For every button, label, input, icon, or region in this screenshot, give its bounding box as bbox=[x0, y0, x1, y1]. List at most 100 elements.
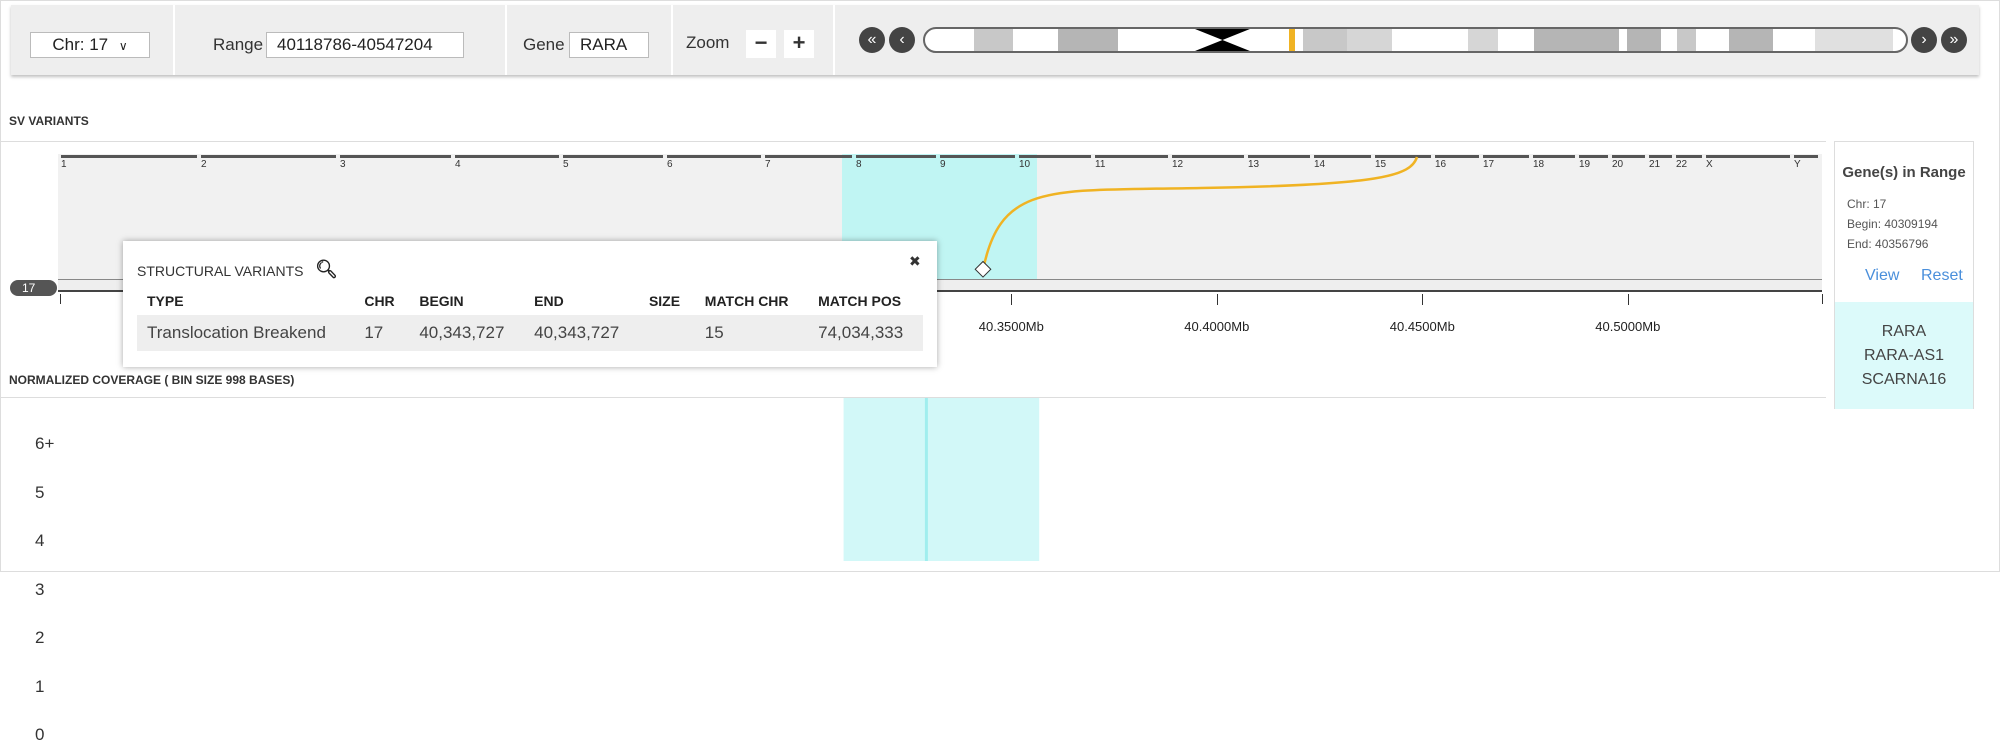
chromosome-segment[interactable] bbox=[201, 155, 336, 158]
chromosome-segment[interactable] bbox=[1794, 155, 1818, 158]
cell-type: Translocation Breakend bbox=[137, 315, 355, 351]
chromosome-segment[interactable] bbox=[340, 155, 451, 158]
y-tick-label: 4 bbox=[35, 531, 45, 550]
coverage-plot bbox=[843, 398, 1040, 561]
cell-match-chr: 15 bbox=[694, 315, 809, 351]
ruler-tick bbox=[1627, 294, 1629, 305]
reset-link[interactable]: Reset bbox=[1921, 267, 1963, 284]
cell-end: 40,343,727 bbox=[524, 315, 639, 351]
genes-in-range-panel: Gene(s) in Range Chr: 17 Begin: 40309194… bbox=[1834, 141, 1974, 409]
centromere bbox=[1194, 29, 1250, 51]
table-row[interactable]: Translocation Breakend 17 40,343,727 40,… bbox=[137, 315, 923, 351]
sv-table: TYPE CHR BEGIN END SIZE MATCH CHR MATCH … bbox=[137, 291, 923, 351]
gene-label: Gene bbox=[523, 35, 565, 54]
ruler-end-tick bbox=[1822, 294, 1823, 304]
col-size: SIZE bbox=[648, 293, 681, 309]
y-tick-label: 0 bbox=[35, 725, 45, 744]
translocation-link[interactable] bbox=[981, 156, 1419, 271]
chromosome-segment[interactable] bbox=[1248, 155, 1310, 158]
chromosome-label: 7 bbox=[765, 159, 771, 170]
next-icon[interactable]: › bbox=[1911, 27, 1937, 53]
gene-item[interactable]: SCARNA16 bbox=[1861, 371, 1947, 388]
close-icon[interactable]: ✖ bbox=[909, 253, 921, 269]
chromosome-segment[interactable] bbox=[455, 155, 559, 158]
first-page-icon[interactable]: « bbox=[859, 27, 885, 53]
chromosome-ideogram[interactable] bbox=[923, 27, 1908, 53]
chromosome-segment[interactable] bbox=[1706, 155, 1790, 158]
chromosome-label: 13 bbox=[1248, 159, 1260, 170]
ideogram-band bbox=[1058, 29, 1119, 51]
ideogram-band bbox=[1302, 29, 1347, 51]
chromosome-label: 11 bbox=[1095, 159, 1106, 170]
chromosome-label: 9 bbox=[940, 159, 946, 170]
search-icon[interactable]: 🔍︎ bbox=[315, 259, 338, 279]
gene-input[interactable]: RARA bbox=[569, 32, 649, 58]
chromosome-segment[interactable] bbox=[1649, 155, 1672, 158]
genes-chr: Chr: 17 bbox=[1847, 197, 1887, 211]
chromosome-label: X bbox=[1706, 159, 1713, 170]
toolbar: Chr: 17 ∨ Range 40118786-40547204 Gene R… bbox=[11, 5, 1979, 75]
y-tick-label: 3 bbox=[35, 579, 45, 599]
chevron-down-icon: ∨ bbox=[118, 39, 128, 53]
chromosome-label: 3 bbox=[340, 159, 346, 170]
chromosome-label: 2 bbox=[201, 159, 207, 170]
chromosome-segment[interactable] bbox=[1676, 155, 1702, 158]
ideogram-band bbox=[1814, 29, 1894, 51]
chromosome-label: 4 bbox=[455, 159, 461, 170]
current-region-marker[interactable] bbox=[1288, 29, 1295, 51]
table-header: TYPE CHR BEGIN END SIZE MATCH CHR MATCH … bbox=[137, 291, 923, 315]
breakend-marker[interactable] bbox=[974, 260, 992, 278]
popup-title: STRUCTURAL VARIANTS bbox=[137, 263, 304, 279]
ruler-tick-label: 40.5000Mb bbox=[1595, 319, 1661, 334]
y-tick-label: 1 bbox=[35, 676, 45, 696]
chromosome-segment[interactable] bbox=[856, 155, 936, 158]
chromosome-segment[interactable] bbox=[1314, 155, 1371, 158]
col-chr: CHR bbox=[364, 293, 395, 309]
ruler-tick-label: 40.3500Mb bbox=[978, 319, 1044, 334]
ideogram-band bbox=[1346, 29, 1392, 51]
ideogram-band bbox=[974, 29, 1014, 51]
chromosome-segment[interactable] bbox=[667, 155, 761, 158]
chromosome-segment[interactable] bbox=[1019, 155, 1091, 158]
chromosome-segment[interactable] bbox=[61, 155, 197, 158]
genes-begin: Begin: 40309194 bbox=[1847, 217, 1938, 231]
zoom-label: Zoom bbox=[686, 33, 730, 52]
chromosome-segment[interactable] bbox=[563, 155, 663, 158]
chromosome-segment[interactable] bbox=[1095, 155, 1168, 158]
current-chromosome-badge: 17 bbox=[10, 280, 57, 296]
chromosome-select[interactable]: Chr: 17 ∨ bbox=[30, 32, 150, 58]
chromosome-label: 19 bbox=[1579, 159, 1591, 170]
chromosome-segment[interactable] bbox=[940, 155, 1015, 158]
chromosome-segment[interactable] bbox=[1533, 155, 1575, 158]
cell-begin: 40,343,727 bbox=[409, 315, 525, 351]
view-link[interactable]: View bbox=[1865, 267, 1900, 284]
ruler-tick bbox=[1216, 294, 1218, 305]
previous-icon[interactable]: ‹ bbox=[889, 27, 915, 53]
col-match-chr: MATCH CHR bbox=[704, 293, 789, 309]
last-page-icon[interactable]: » bbox=[1941, 27, 1967, 53]
chromosome-label: 20 bbox=[1612, 159, 1624, 170]
chromosome-segment[interactable] bbox=[765, 155, 852, 158]
chromosome-label: 12 bbox=[1172, 159, 1184, 170]
ruler-tick bbox=[1422, 294, 1424, 305]
range-input[interactable]: 40118786-40547204 bbox=[266, 32, 464, 58]
chromosome-segment[interactable] bbox=[1375, 155, 1431, 158]
chromosome-label: 16 bbox=[1435, 159, 1447, 170]
chromosome-label: 17 bbox=[1483, 159, 1495, 170]
chromosome-segment[interactable] bbox=[1483, 155, 1529, 158]
col-begin: BEGIN bbox=[419, 293, 464, 309]
chromosome-segment[interactable] bbox=[1579, 155, 1608, 158]
gene-item[interactable]: RARA-AS1 bbox=[1863, 347, 1945, 364]
ideogram-band bbox=[1627, 29, 1661, 51]
gene-item[interactable]: RARA bbox=[1881, 323, 1927, 340]
cell-size bbox=[638, 315, 695, 351]
zoom-in-button[interactable]: + bbox=[784, 30, 814, 58]
chromosome-label: 15 bbox=[1375, 159, 1387, 170]
ideogram-band bbox=[1677, 29, 1697, 51]
y-tick-label: 5 bbox=[35, 482, 45, 502]
range-label: Range bbox=[213, 35, 264, 54]
chromosome-segment[interactable] bbox=[1612, 155, 1645, 158]
zoom-out-button[interactable]: − bbox=[746, 30, 776, 58]
chromosome-segment[interactable] bbox=[1435, 155, 1479, 158]
chromosome-segment[interactable] bbox=[1172, 155, 1244, 158]
